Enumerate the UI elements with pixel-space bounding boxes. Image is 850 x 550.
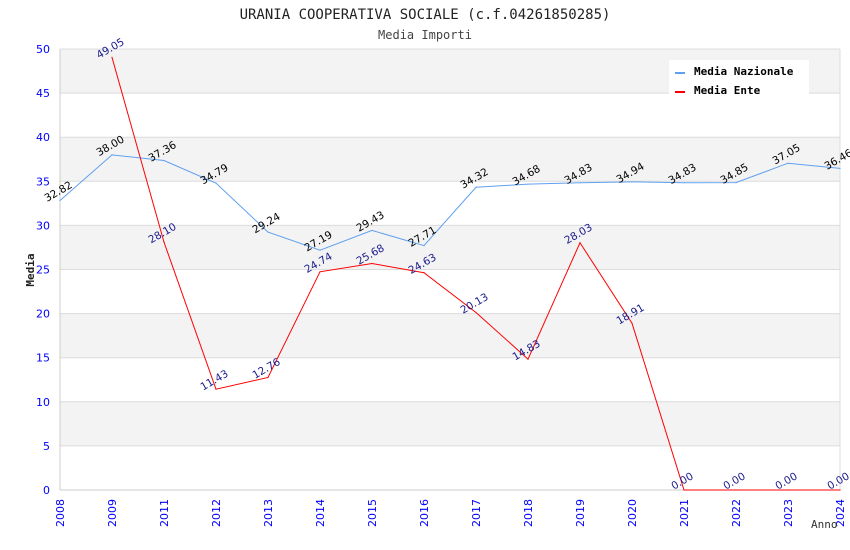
- data-label: 0.00: [825, 470, 850, 492]
- data-point: [371, 229, 373, 232]
- x-tick-label: 2015: [366, 499, 379, 527]
- data-point: [423, 244, 425, 247]
- y-axis-label: Media: [24, 253, 37, 286]
- chart-subtitle: Media Importi: [378, 28, 472, 42]
- data-point: [527, 183, 529, 185]
- x-tick-label: 2012: [210, 499, 223, 527]
- data-label: 0.00: [669, 470, 695, 492]
- data-point: [319, 271, 321, 273]
- data-point: [527, 358, 529, 360]
- x-tick-label: 2008: [54, 499, 67, 527]
- grid-band: [60, 225, 840, 270]
- y-tick-label: 45: [36, 87, 50, 100]
- x-tick-label: 2022: [730, 499, 743, 527]
- plot-area: 0 5 10 15 20 25 30 35 40 45 50 2008 2009 2011 2012 2013…: [36, 36, 850, 527]
- data-point: [579, 242, 581, 244]
- data-point: [163, 241, 165, 243]
- series-line-nazionale: [59, 154, 841, 251]
- data-label: 11.43: [198, 368, 230, 393]
- y-tick-label: 20: [36, 308, 50, 321]
- data-point: [683, 489, 685, 491]
- data-point: [579, 182, 581, 184]
- x-tick-label: 2014: [314, 499, 327, 527]
- x-tick-label: 2019: [574, 499, 587, 527]
- grid-band: [60, 137, 840, 182]
- data-label: 0.00: [773, 470, 799, 492]
- legend-label-ente: Media Ente: [694, 84, 761, 97]
- y-tick-label: 0: [43, 484, 50, 497]
- data-point: [111, 56, 113, 58]
- x-tick-label: 2021: [678, 499, 691, 527]
- data-label: 0.00: [721, 470, 747, 492]
- x-tick-label: 2011: [158, 499, 171, 527]
- data-point: [631, 322, 633, 324]
- data-point: [215, 388, 217, 390]
- data-point: [475, 186, 477, 188]
- x-tick-label: 2013: [262, 499, 275, 527]
- data-point: [839, 489, 841, 491]
- y-tick-label: 25: [36, 264, 50, 277]
- y-tick-label: 40: [36, 131, 50, 144]
- legend-swatch-nazionale: [675, 72, 685, 74]
- data-point: [163, 159, 165, 162]
- y-tick-label: 10: [36, 396, 50, 409]
- x-axis-label: Anno: [811, 518, 838, 531]
- data-point: [423, 272, 425, 274]
- y-tick-label: 35: [36, 175, 50, 188]
- data-point: [371, 262, 373, 265]
- data-point: [631, 181, 633, 183]
- data-point: [111, 154, 113, 156]
- data-point: [267, 231, 269, 233]
- legend-label-nazionale: Media Nazionale: [694, 65, 794, 78]
- x-tick-label: 2009: [106, 499, 119, 527]
- x-tick-label: 2023: [782, 499, 795, 527]
- chart-title: URANIA COOPERATIVA SOCIALE (c.f.04261850…: [240, 7, 611, 23]
- x-tick-label: 2016: [418, 499, 431, 527]
- data-point: [787, 162, 789, 164]
- data-point: [735, 489, 737, 491]
- data-point: [787, 489, 789, 491]
- legend: Media Nazionale Media Ente: [669, 60, 809, 98]
- data-point: [319, 249, 321, 251]
- legend-swatch-ente: [675, 91, 685, 93]
- data-point: [839, 167, 841, 170]
- data-point: [215, 182, 217, 184]
- x-tick-label: 2024: [834, 499, 847, 527]
- y-tick-label: 15: [36, 352, 50, 365]
- y-tick-label: 50: [36, 43, 50, 56]
- y-tick-label: 5: [43, 440, 50, 453]
- data-point: [59, 199, 61, 202]
- data-point: [475, 311, 477, 314]
- grid-band: [60, 313, 840, 358]
- data-label: 20.13: [458, 291, 490, 316]
- y-tick-label: 30: [36, 219, 50, 232]
- data-point: [267, 376, 269, 379]
- x-tick-label: 2020: [626, 499, 639, 527]
- grid-band: [60, 401, 840, 446]
- data-point: [735, 182, 737, 184]
- data-point: [683, 182, 685, 184]
- x-tick-label: 2018: [522, 499, 535, 527]
- x-tick-label: 2017: [470, 499, 483, 527]
